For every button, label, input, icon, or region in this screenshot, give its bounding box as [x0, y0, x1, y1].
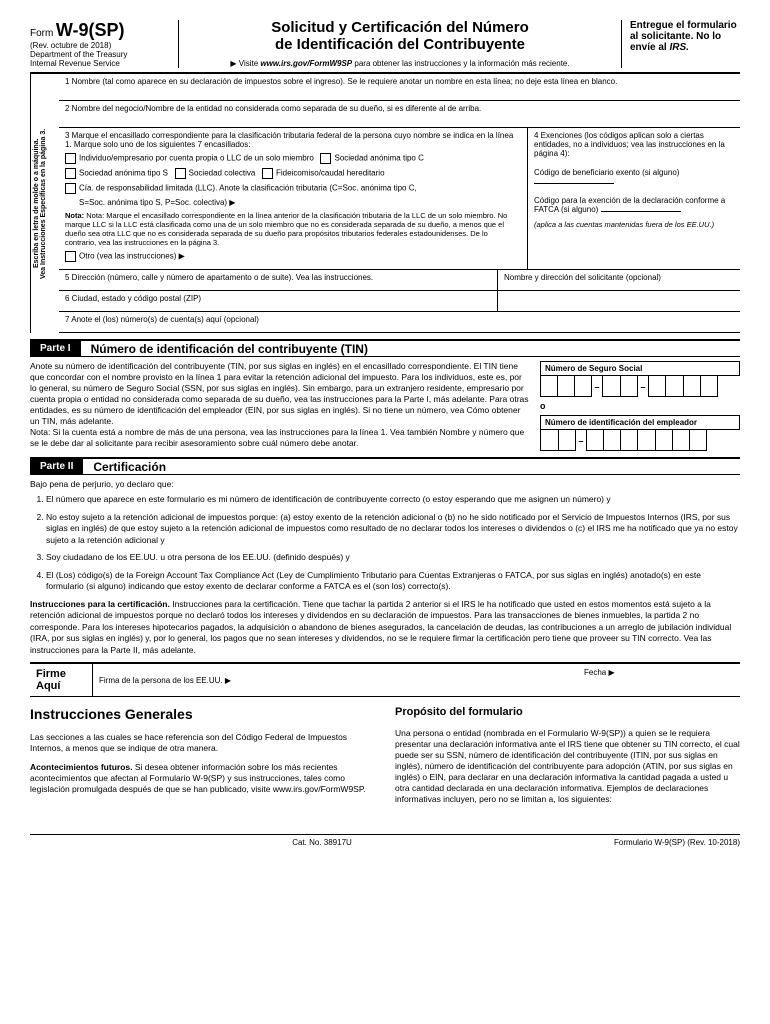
- form-header: Form W-9(SP) (Rev. octubre de 2018) Depa…: [30, 20, 740, 74]
- row-3-4: 3 Marque el encasillado correspondiente …: [59, 128, 740, 270]
- field-2[interactable]: 2 Nombre del negocio/Nombre de la entida…: [59, 101, 740, 128]
- part2-title: Certificación: [83, 460, 166, 474]
- cert-item-2: No estoy sujeto a la retención adicional…: [46, 512, 740, 546]
- llc-note: Nota: Nota: Marque el encasillado corres…: [65, 211, 521, 247]
- tin-boxes: Número de Seguro Social – – o Número de …: [540, 361, 740, 451]
- part1-header: Parte I Número de identificación del con…: [30, 339, 740, 357]
- form-ref: Formulario W-9(SP) (Rev. 10-2018): [614, 838, 740, 847]
- cert-item-4: El (Los) código(s) de la Foreign Account…: [46, 570, 740, 593]
- general-instructions-title: Instrucciones Generales: [30, 705, 375, 723]
- title-line2: de Identificación del Contribuyente: [189, 37, 611, 54]
- cert-item-1: El número que aparece en este formulario…: [46, 494, 740, 505]
- signature-row: Firme Aquí Firma de la persona de los EE…: [30, 662, 740, 697]
- part2-body: Bajo pena de perjurio, yo declaro que: E…: [30, 479, 740, 656]
- cert-item-3: Soy ciudadano de los EE.UU. u otra perso…: [46, 552, 740, 563]
- instructions-section: Instrucciones Generales Las secciones a …: [30, 705, 740, 814]
- cat-no: Cat. No. 38917U: [292, 838, 352, 847]
- visit-link: ▶ Visite www.irs.gov/FormW9SP para obten…: [189, 59, 611, 68]
- checkbox-ccorp[interactable]: [320, 153, 331, 164]
- row-6: 6 Ciudad, estado y código postal (ZIP): [59, 291, 740, 312]
- header-right: Entregue el formulario al solicitante. N…: [621, 20, 740, 68]
- sign-here-label: Firme Aquí: [30, 664, 93, 696]
- part2-header: Parte II Certificación: [30, 457, 740, 475]
- checkbox-trust[interactable]: [262, 168, 273, 179]
- form-label: Form: [30, 28, 53, 39]
- row-5: 5 Dirección (número, calle y número de a…: [59, 270, 740, 291]
- checkbox-partnership[interactable]: [175, 168, 186, 179]
- instructions-left: Instrucciones Generales Las secciones a …: [30, 705, 375, 814]
- revision: (Rev. octubre de 2018): [30, 41, 170, 50]
- title-line1: Solicitud y Certificación del Número: [189, 20, 611, 37]
- main-form-area: Escriba en letra de molde o a máquina. V…: [30, 74, 740, 333]
- header-left: Form W-9(SP) (Rev. octubre de 2018) Depa…: [30, 20, 179, 68]
- field-1[interactable]: 1 Nombre (tal como aparece en su declara…: [59, 74, 740, 101]
- ein-label: Número de identificación del empleador: [540, 415, 740, 430]
- field-3: 3 Marque el encasillado correspondiente …: [59, 128, 528, 269]
- instructions-right: Propósito del formulario Una persona o e…: [395, 705, 740, 814]
- field-7[interactable]: 7 Anote el (los) número(s) de cuenta(s) …: [59, 312, 740, 333]
- checkbox-individual[interactable]: [65, 153, 76, 164]
- fatca-code-input[interactable]: [601, 211, 681, 212]
- checkbox-other[interactable]: [65, 251, 76, 262]
- part1-label: Parte I: [30, 341, 81, 356]
- part1-title: Número de identificación del contribuyen…: [81, 342, 368, 356]
- part1-body: Anote su número de identificación del co…: [30, 361, 740, 451]
- form-fields: 1 Nombre (tal como aparece en su declara…: [59, 74, 740, 333]
- checkbox-scorp[interactable]: [65, 168, 76, 179]
- page-footer: Cat. No. 38917U Formulario W-9(SP) (Rev.…: [30, 834, 740, 847]
- header-center: Solicitud y Certificación del Número de …: [179, 20, 621, 68]
- or-label: o: [540, 401, 740, 411]
- dept: Department of the Treasury Internal Reve…: [30, 50, 170, 68]
- purpose-title: Propósito del formulario: [395, 705, 740, 719]
- form-number: W-9(SP): [56, 20, 125, 40]
- field-4: 4 Exenciones (los códigos aplican solo a…: [528, 128, 740, 269]
- ssn-cell[interactable]: [541, 376, 558, 396]
- ssn-label: Número de Seguro Social: [540, 361, 740, 376]
- field-6[interactable]: 6 Ciudad, estado y código postal (ZIP): [59, 291, 498, 311]
- exempt-code-input[interactable]: [534, 183, 614, 184]
- cert-instructions: Instrucciones para la certificación. Ins…: [30, 599, 740, 656]
- side-label: Escriba en letra de molde o a máquina. V…: [30, 74, 59, 333]
- signature-field[interactable]: Firma de la persona de los EE.UU. ▶: [93, 664, 578, 696]
- checkbox-llc[interactable]: [65, 183, 76, 194]
- date-field[interactable]: Fecha ▶: [578, 664, 740, 696]
- field-5[interactable]: 5 Dirección (número, calle y número de a…: [59, 270, 498, 290]
- field-5-right[interactable]: Nombre y dirección del solicitante (opci…: [498, 270, 740, 290]
- part1-text: Anote su número de identificación del co…: [30, 361, 540, 451]
- ein-cell[interactable]: [541, 430, 559, 450]
- part2-label: Parte II: [30, 459, 83, 474]
